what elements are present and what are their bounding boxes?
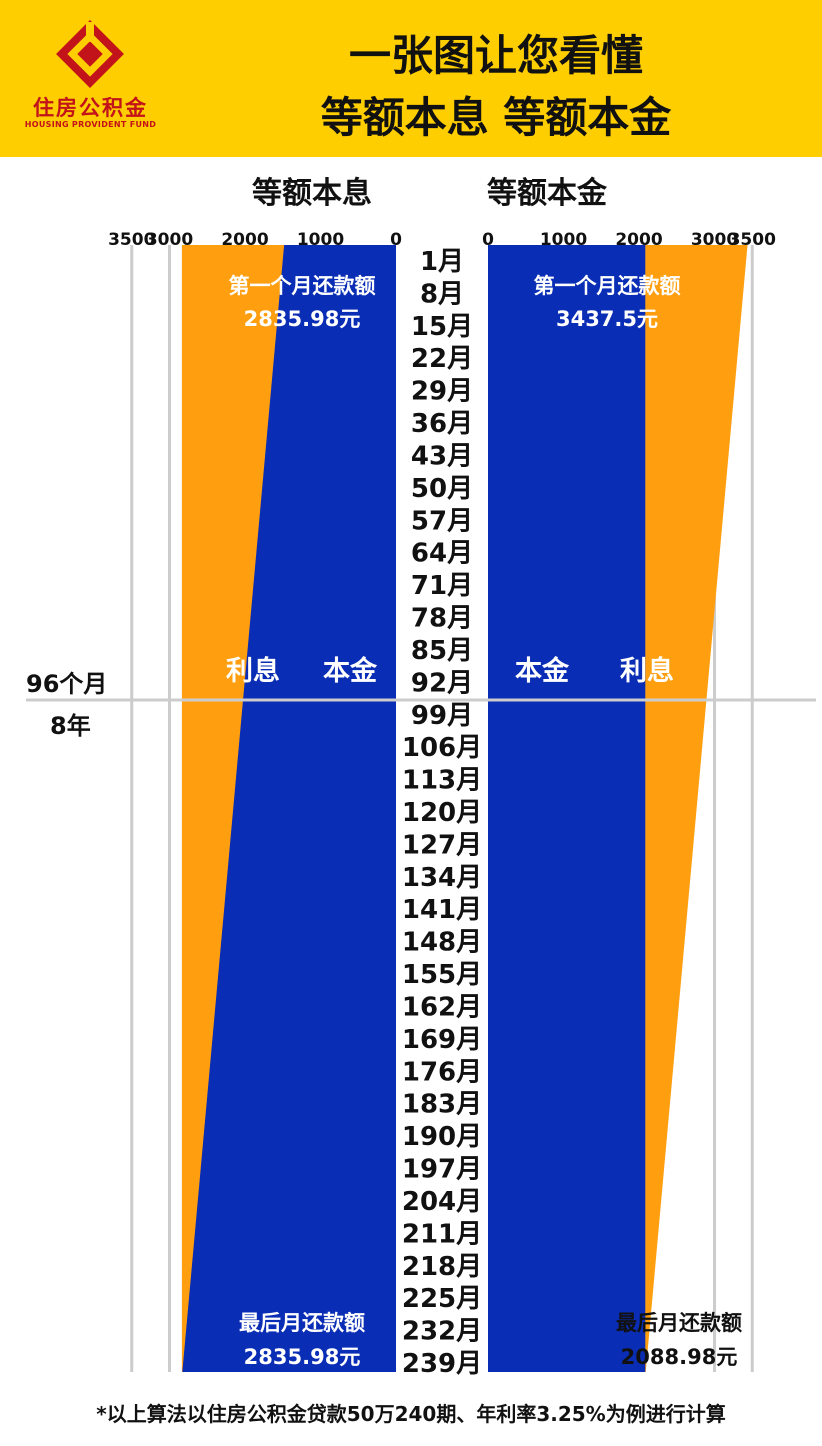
month-tick-label: 22月 <box>411 344 473 374</box>
right-x-tick-label: 0 <box>482 230 494 250</box>
marker-months: 96个月 <box>26 670 108 698</box>
month-tick-label: 239月 <box>402 1349 482 1379</box>
month-tick-label: 120月 <box>402 798 482 828</box>
right-x-tick-label: 3000 <box>691 230 738 250</box>
month-tick-label: 134月 <box>402 863 482 893</box>
month-tick-label: 148月 <box>402 928 482 958</box>
right-chart-title: 等额本金 <box>487 176 607 211</box>
logo-name-en: HOUSING PROVIDENT FUND <box>24 120 157 129</box>
right-principal-label: 本金 <box>515 655 570 687</box>
month-tick-label: 85月 <box>411 636 473 666</box>
right-x-tick-label: 3500 <box>729 230 776 250</box>
month-tick-label: 113月 <box>402 766 482 796</box>
left-first-month-value: 2835.98元 <box>244 307 361 331</box>
month-tick-label: 183月 <box>402 1090 482 1120</box>
page-title-line2: 等额本息 等额本金 <box>320 93 672 142</box>
month-tick-label: 218月 <box>402 1252 482 1282</box>
left-x-tick-label: 3500 <box>108 230 155 250</box>
right-x-tick-label: 2000 <box>615 230 662 250</box>
month-tick-label: 36月 <box>411 409 473 439</box>
month-tick-label: 78月 <box>411 604 473 634</box>
month-tick-label: 106月 <box>402 733 482 763</box>
header-banner: 住房公积金 HOUSING PROVIDENT FUND 一张图让您看懂 等额本… <box>0 0 822 157</box>
month-tick-label: 190月 <box>402 1122 482 1152</box>
month-tick-label: 211月 <box>402 1219 482 1249</box>
month-tick-label: 197月 <box>402 1155 482 1185</box>
right-principal-area <box>488 245 646 1372</box>
left-interest-label: 利息 <box>226 655 280 687</box>
month-tick-label: 155月 <box>402 960 482 990</box>
left-x-tick-label: 3000 <box>146 230 193 250</box>
month-tick-label: 64月 <box>411 539 473 569</box>
month-tick-label: 8月 <box>420 279 464 309</box>
month-tick-label: 15月 <box>411 312 473 342</box>
left-last-month-value: 2835.98元 <box>244 1345 361 1369</box>
month-tick-label: 225月 <box>402 1284 482 1314</box>
month-tick-label: 176月 <box>402 1057 482 1087</box>
right-interest-label: 利息 <box>620 655 674 687</box>
month-tick-label: 71月 <box>411 571 473 601</box>
month-tick-label: 99月 <box>411 701 473 731</box>
month-tick-label: 43月 <box>411 441 473 471</box>
left-x-tick-label: 1000 <box>297 230 344 250</box>
month-tick-label: 204月 <box>402 1187 482 1217</box>
month-tick-label: 50月 <box>411 474 473 504</box>
right-last-month-value: 2088.98元 <box>621 1345 738 1369</box>
right-last-month-label: 最后月还款额 <box>616 1311 742 1335</box>
right-first-month-value: 3437.5元 <box>556 307 658 331</box>
month-tick-label: 232月 <box>402 1317 482 1347</box>
provident-fund-logo: 住房公积金 HOUSING PROVIDENT FUND <box>18 20 163 138</box>
month-tick-label: 141月 <box>402 895 482 925</box>
month-tick-label: 169月 <box>402 1025 482 1055</box>
left-chart-title: 等额本息 <box>252 176 372 211</box>
month-tick-label: 127月 <box>402 830 482 860</box>
marker-years: 8年 <box>50 712 91 740</box>
left-principal-area <box>182 245 396 1372</box>
left-first-month-label: 第一个月还款额 <box>229 274 376 298</box>
month-tick-label: 29月 <box>411 377 473 407</box>
month-tick-label: 162月 <box>402 992 482 1022</box>
logo-name-cn: 住房公积金 <box>33 96 148 120</box>
right-x-tick-label: 1000 <box>540 230 587 250</box>
right-first-month-label: 第一个月还款额 <box>534 274 681 298</box>
logo-icon <box>56 20 124 88</box>
page-title-line1: 一张图让您看懂 <box>348 31 643 80</box>
footnote: *以上算法以住房公积金贷款50万240期、年利率3.25%为例进行计算 <box>96 1402 726 1426</box>
left-x-tick-label: 0 <box>390 230 402 250</box>
left-principal-label: 本金 <box>323 655 378 687</box>
month-tick-label: 92月 <box>411 668 473 698</box>
left-x-tick-label: 2000 <box>221 230 268 250</box>
month-tick-label: 57月 <box>411 506 473 536</box>
left-last-month-label: 最后月还款额 <box>239 1311 365 1335</box>
month-tick-label: 1月 <box>420 247 464 277</box>
